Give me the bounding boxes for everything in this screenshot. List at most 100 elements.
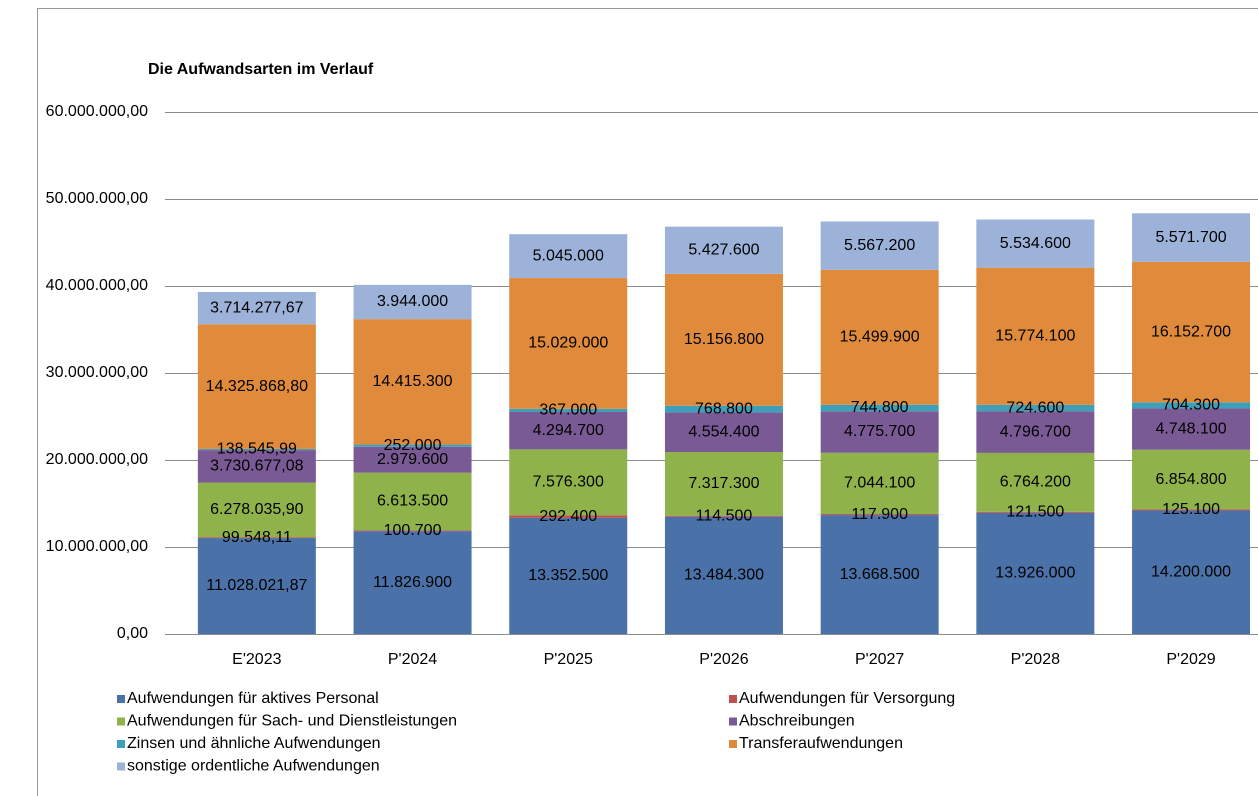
bar-segment — [509, 412, 628, 450]
bar-segment — [820, 515, 939, 634]
bar-segment — [976, 511, 1095, 513]
legend-marker — [117, 695, 125, 703]
legend-marker — [117, 740, 125, 748]
bar-segment — [353, 530, 472, 532]
bar-segment — [509, 234, 628, 279]
bar-segment — [820, 269, 939, 405]
data-label: 99.548,11 — [222, 529, 292, 546]
bar-segment — [509, 449, 628, 516]
bar-segment — [1132, 510, 1251, 634]
bar-segment — [197, 291, 316, 325]
data-label: 4.748.100 — [1155, 420, 1226, 437]
data-label: 7.576.300 — [533, 474, 604, 491]
y-tick-label: 0,00 — [117, 625, 148, 642]
bar-segment — [353, 531, 472, 634]
legend-marker — [729, 740, 737, 748]
bar-segment — [820, 411, 939, 453]
data-label: 15.029.000 — [528, 335, 608, 352]
bar-segment — [197, 448, 316, 451]
data-label: 6.854.800 — [1155, 471, 1226, 488]
bar-segment — [353, 446, 472, 473]
x-tick-label: P'2028 — [1011, 651, 1060, 668]
data-label: 117.900 — [851, 506, 908, 523]
legend-marker — [117, 762, 125, 771]
legend-marker — [729, 695, 737, 703]
data-label: 5.567.200 — [844, 237, 915, 254]
data-label: 125.100 — [1162, 501, 1220, 518]
bar-segment — [664, 405, 783, 413]
bar-segment — [820, 514, 939, 516]
data-label: 252.000 — [384, 437, 442, 454]
bar-segment — [1132, 449, 1251, 510]
y-tick-label: 20.000.000,00 — [46, 451, 148, 468]
data-label: 5.571.700 — [1155, 229, 1226, 246]
data-label: 13.352.500 — [528, 567, 608, 584]
bar-segment — [976, 267, 1095, 405]
data-label: 14.200.000 — [1151, 563, 1231, 580]
bar-segment — [353, 444, 472, 447]
bar-segment — [1132, 213, 1251, 262]
data-label: 5.534.600 — [1000, 235, 1071, 252]
y-tick-label: 10.000.000,00 — [46, 538, 148, 555]
data-label: 704.300 — [1162, 397, 1220, 414]
bar-segment — [664, 412, 783, 453]
bar-segment — [509, 278, 628, 409]
data-label: 4.554.400 — [688, 423, 759, 440]
data-label: 100.700 — [384, 522, 442, 539]
data-label: 292.400 — [539, 508, 597, 525]
data-label: 7.044.100 — [844, 475, 915, 492]
bar-segment — [976, 452, 1095, 512]
data-label: 5.045.000 — [533, 247, 604, 264]
data-label: 6.278.035,90 — [210, 501, 304, 518]
chart-frame — [37, 8, 1258, 796]
data-label: 3.944.000 — [377, 293, 448, 310]
bar-segment — [509, 515, 628, 518]
data-label: 3.730.677,08 — [210, 458, 304, 475]
legend-marker — [117, 717, 125, 726]
bar-segment — [197, 450, 316, 483]
data-label: 15.499.900 — [840, 329, 920, 346]
data-label: 2.979.600 — [377, 451, 448, 468]
data-label: 114.500 — [696, 507, 753, 524]
bar-segment — [976, 404, 1095, 412]
bar-segment — [976, 411, 1095, 453]
legend-label: Aufwendungen für Versorgung — [739, 690, 955, 707]
legend-label: Aufwendungen für Sach- und Dienstleistun… — [127, 713, 457, 730]
chart-title: Die Aufwandsarten im Verlauf — [148, 61, 374, 78]
bar-segment — [197, 538, 316, 634]
data-label: 4.775.700 — [844, 423, 915, 440]
bar-segment — [976, 219, 1095, 268]
bar-segment — [664, 226, 783, 274]
bar-segment — [820, 452, 939, 515]
data-label: 5.427.600 — [688, 241, 759, 258]
legend-label: Zinsen und ähnliche Aufwendungen — [127, 735, 381, 752]
legend-label: Transferaufwendungen — [739, 735, 903, 752]
bar-segment — [664, 273, 783, 406]
data-label: 7.317.300 — [688, 475, 759, 492]
x-tick-label: P'2026 — [699, 651, 748, 668]
bar-segment — [820, 221, 939, 270]
data-label: 14.415.300 — [373, 373, 453, 390]
data-label: 367.000 — [539, 402, 597, 419]
data-label: 11.028.021,87 — [206, 577, 307, 594]
x-tick-label: P'2024 — [388, 651, 437, 668]
data-label: 13.484.300 — [684, 567, 764, 584]
x-tick-label: P'2027 — [855, 651, 904, 668]
data-label: 11.826.900 — [373, 574, 452, 591]
legend-label: Abschreibungen — [739, 713, 855, 730]
bar-segment — [353, 472, 472, 531]
data-label: 15.774.100 — [995, 328, 1075, 345]
data-label: 15.156.800 — [684, 331, 764, 348]
y-tick-label: 50.000.000,00 — [46, 190, 148, 207]
legend-label: sonstige ordentliche Aufwendungen — [127, 758, 380, 775]
data-label: 138.545,99 — [217, 441, 297, 458]
bar-segment — [1132, 402, 1251, 409]
bar-segment — [664, 516, 783, 634]
bar-segment — [976, 512, 1095, 634]
x-tick-label: P'2025 — [544, 651, 593, 668]
y-tick-label: 30.000.000,00 — [46, 364, 148, 381]
data-label: 4.294.700 — [533, 422, 604, 439]
data-label: 724.600 — [1006, 399, 1064, 416]
bar-segment — [509, 517, 628, 634]
